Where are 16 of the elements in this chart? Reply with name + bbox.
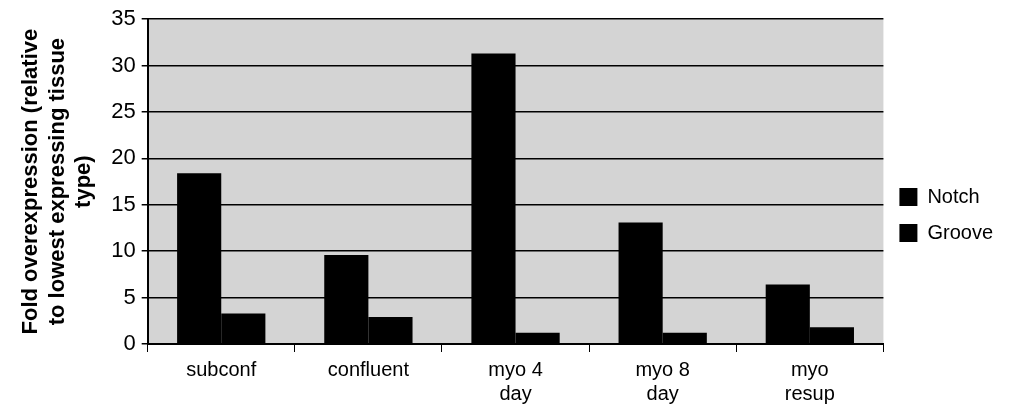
- y-tick-label: 25: [111, 98, 136, 124]
- x-tick-label: myo 8 day: [635, 357, 690, 404]
- x-tick-label: myo resup: [784, 357, 835, 404]
- y-tick-label: 5: [123, 283, 136, 309]
- y-tick-label: 30: [111, 51, 136, 77]
- x-tick-label: myo 4 day: [488, 357, 543, 404]
- y-tick-label: 10: [111, 237, 136, 263]
- y-axis-title: Fold overexpression (relative to lowest expressing tissue type): [17, 28, 96, 335]
- legend-label: Groove: [927, 220, 994, 243]
- y-tick-label: 35: [111, 5, 136, 31]
- x-tick-label: confluent: [327, 357, 410, 380]
- y-tick-label: 20: [111, 144, 136, 170]
- y-tick-label: 15: [111, 190, 136, 216]
- y-tick-label: 0: [123, 330, 136, 356]
- legend-label: Notch: [927, 184, 980, 207]
- x-tick-label: subconf: [186, 357, 257, 380]
